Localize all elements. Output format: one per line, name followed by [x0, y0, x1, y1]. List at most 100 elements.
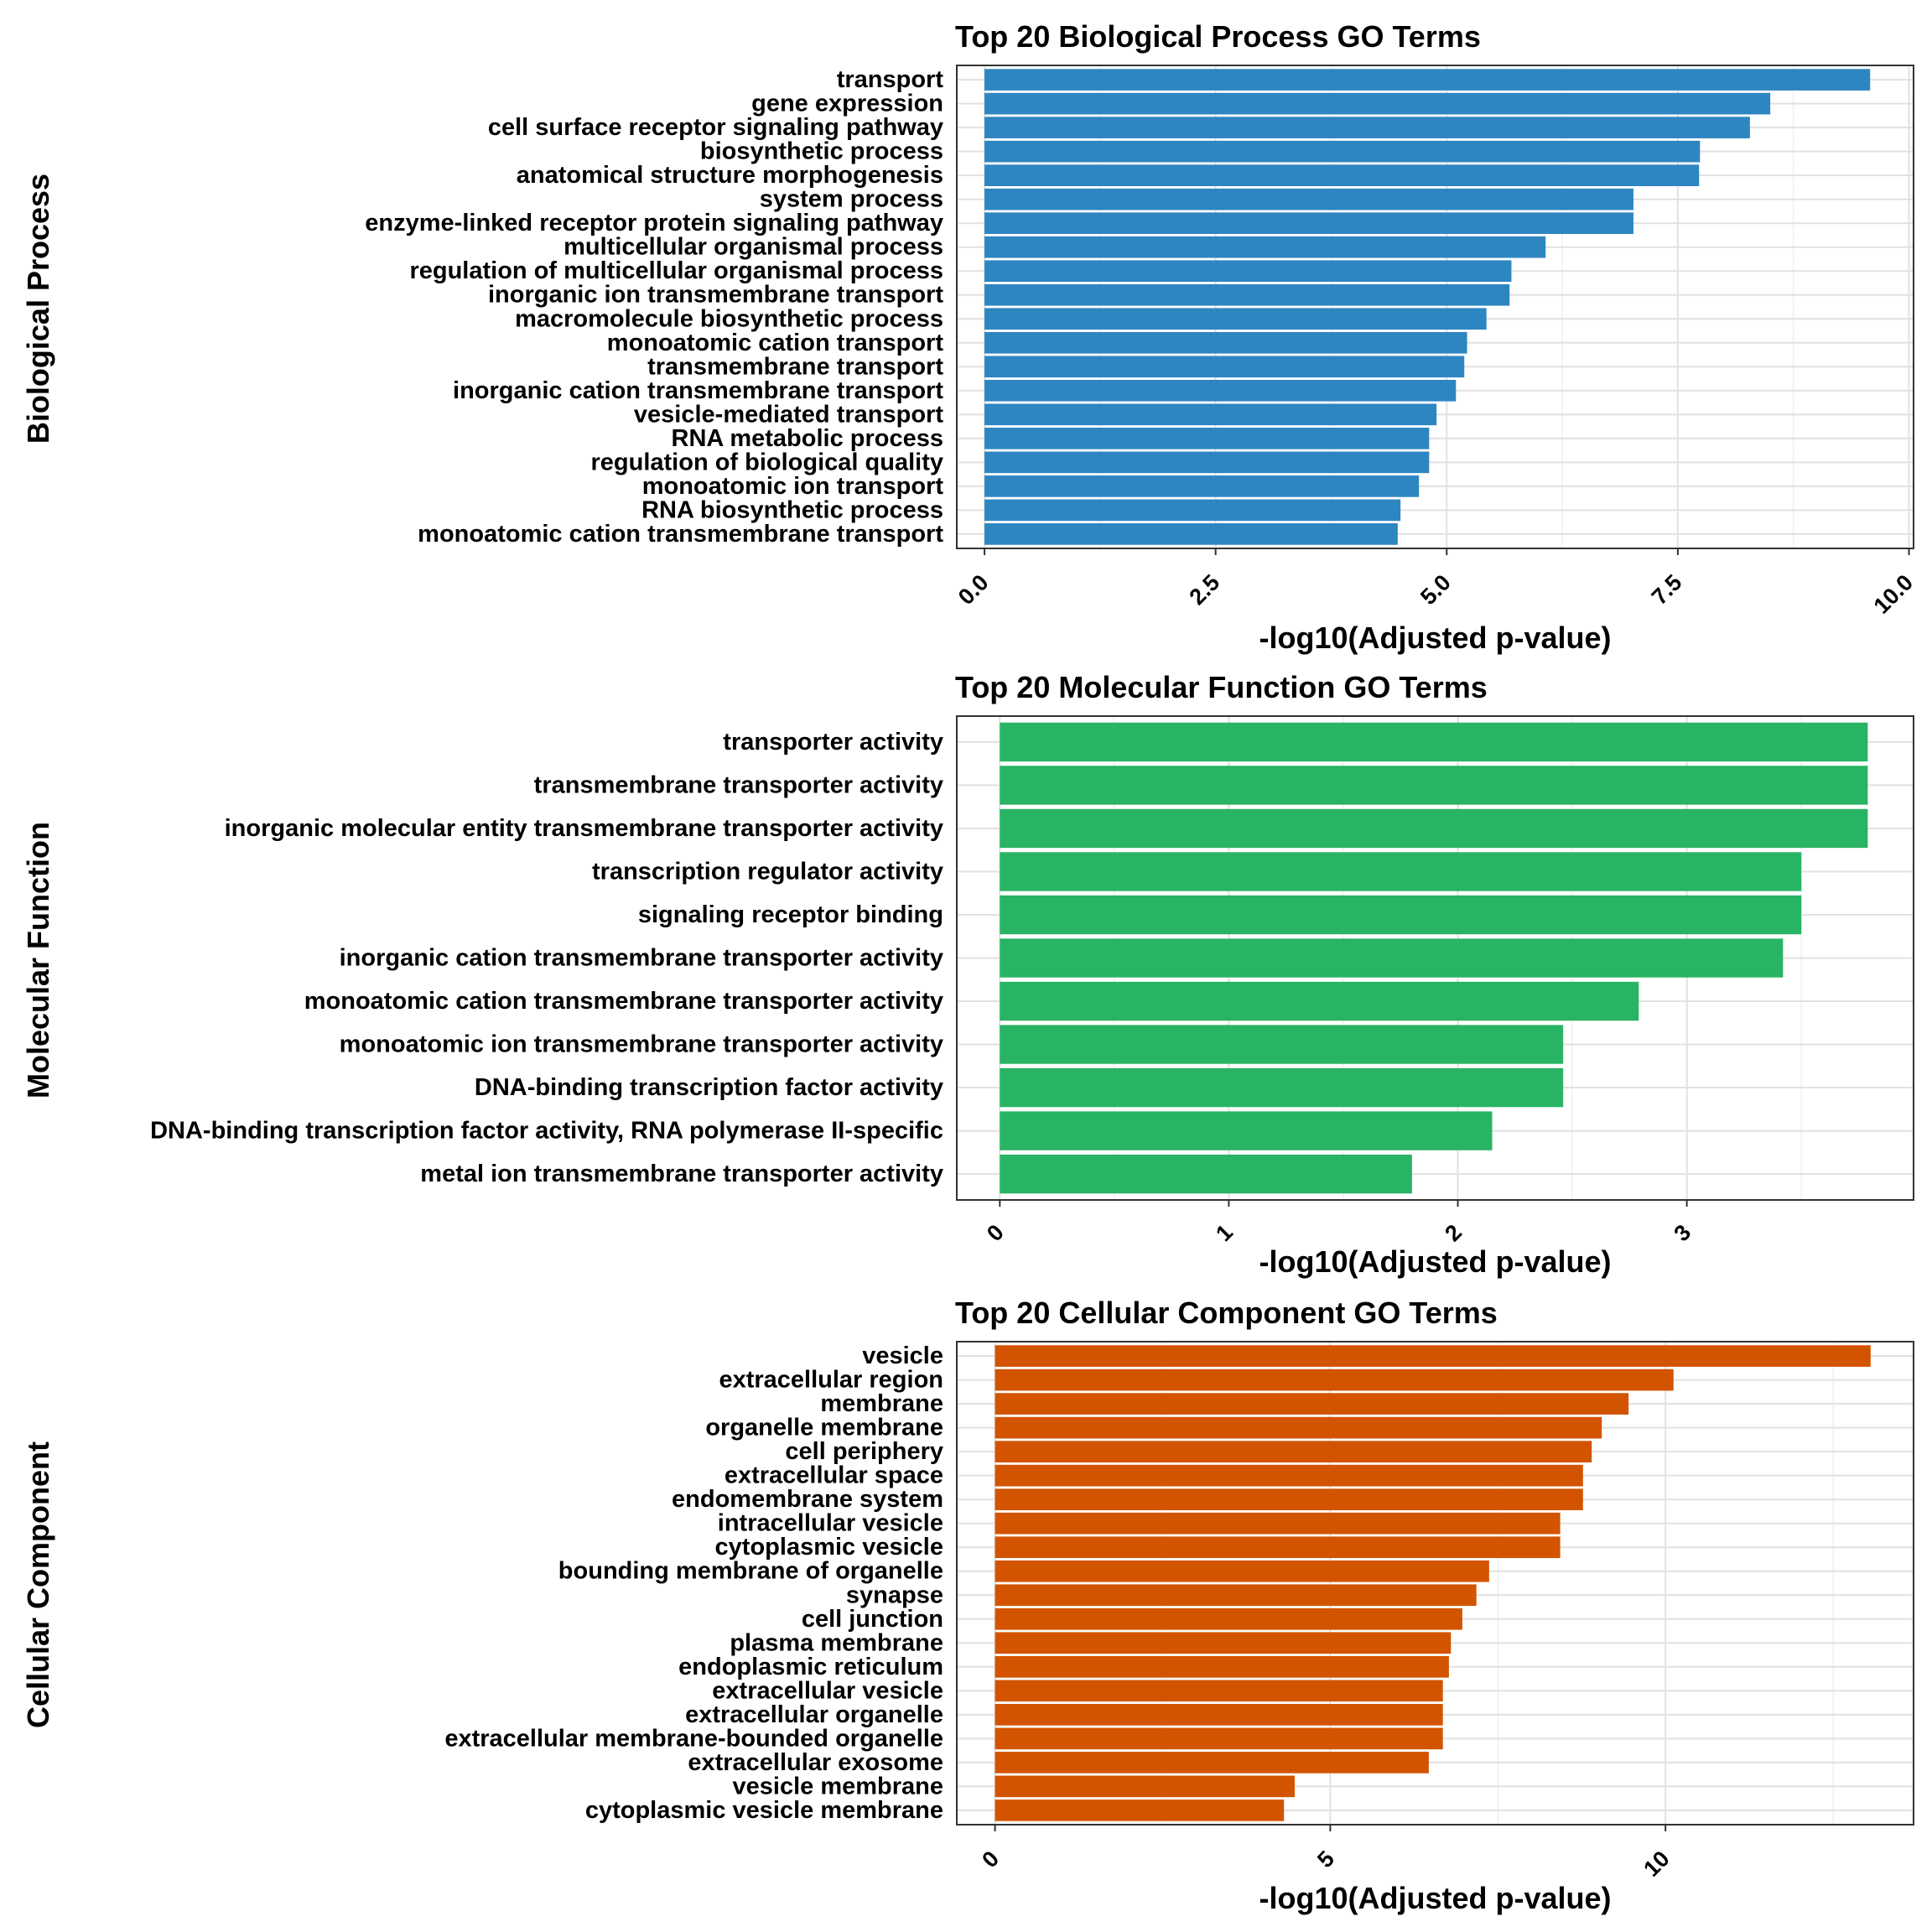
category-label: organelle membrane [705, 1415, 943, 1441]
category-label: bounding membrane of organelle [558, 1558, 943, 1585]
bar-20 [984, 523, 1398, 545]
x-tick-label: 5.0 [1415, 569, 1456, 610]
y-axis-title: Biological Process [21, 174, 55, 444]
category-label: endomembrane system [672, 1486, 943, 1513]
bar-13 [995, 1632, 1452, 1654]
bar-16 [995, 1704, 1443, 1726]
category-label: RNA biosynthetic process [641, 496, 943, 523]
bar-12 [995, 1607, 1462, 1630]
category-label: regulation of biological quality [590, 449, 943, 475]
bar-15 [995, 1680, 1443, 1702]
bar-5 [984, 164, 1700, 186]
x-axis-title: -log10(Adjusted p-value) [1259, 621, 1611, 655]
category-label: endoplasmic reticulum [678, 1654, 943, 1680]
x-tick-label: 0.0 [953, 569, 994, 610]
category-label: signaling receptor binding [638, 901, 943, 928]
bar-11 [984, 308, 1487, 330]
bar-2 [995, 1368, 1674, 1391]
category-label: inorganic cation transmembrane transport… [340, 945, 943, 972]
category-label: inorganic ion transmembrane transport [488, 282, 943, 309]
bar-19 [984, 499, 1401, 522]
bar-2 [1000, 766, 1868, 805]
bar-6 [984, 188, 1633, 210]
chart-title: Top 20 Cellular Component GO Terms [955, 1296, 1498, 1330]
category-label: biosynthetic process [700, 138, 943, 165]
category-label: transmembrane transport [647, 353, 943, 380]
bar-16 [984, 428, 1430, 449]
x-tick-label: 2 [1440, 1219, 1467, 1246]
category-label: cell junction [802, 1606, 943, 1633]
x-tick-label: 0 [982, 1219, 1009, 1246]
category-label: cytoplasmic vesicle [715, 1534, 943, 1561]
bar-12 [984, 331, 1467, 354]
category-label: vesicle membrane [733, 1773, 943, 1800]
x-tick-label: 1 [1211, 1219, 1238, 1246]
category-label: vesicle [862, 1343, 943, 1369]
bar-14 [995, 1655, 1449, 1678]
category-label: intracellular vesicle [718, 1510, 943, 1537]
category-label: inorganic cation transmembrane transport [453, 377, 943, 404]
category-label: transport [837, 66, 944, 93]
bar-6 [995, 1464, 1583, 1487]
category-label: RNA metabolic process [672, 425, 943, 452]
x-tick-label: 7.5 [1647, 569, 1687, 610]
bar-18 [984, 475, 1420, 497]
x-tick-label: 0 [977, 1846, 1004, 1872]
bar-4 [984, 140, 1701, 163]
category-label: plasma membrane [730, 1629, 943, 1656]
bar-8 [984, 236, 1546, 258]
category-label: monoatomic cation transport [607, 330, 944, 356]
category-label: monoatomic ion transport [642, 473, 944, 500]
chart-panel-2: transporter activity transmembrane transp… [21, 670, 1914, 1279]
panel-border [956, 1341, 1914, 1826]
category-label: DNA-binding transcription factor activit… [150, 1118, 943, 1145]
y-axis-title: Molecular Function [21, 822, 55, 1098]
bar-1 [984, 69, 1871, 91]
category-label: membrane [820, 1390, 943, 1417]
x-tick-label: 2.5 [1185, 569, 1225, 610]
category-label: cell surface receptor signaling pathway [488, 114, 943, 141]
category-label: monoatomic ion transmembrane transporter… [340, 1031, 943, 1058]
category-label: gene expression [751, 91, 943, 117]
bar-8 [995, 1512, 1561, 1535]
bar-11 [995, 1584, 1477, 1607]
bar-15 [984, 403, 1437, 426]
category-label: extracellular exosome [688, 1749, 943, 1776]
bar-11 [1000, 1154, 1412, 1194]
category-label: monoatomic cation transmembrane transpor… [418, 521, 943, 548]
bar-1 [995, 1345, 1871, 1367]
bar-9 [1000, 1067, 1564, 1108]
category-label: extracellular space [724, 1462, 943, 1489]
x-tick-label: 5 [1312, 1846, 1339, 1872]
category-label: monoatomic cation transmembrane transpor… [304, 988, 943, 1015]
category-label: multicellular organismal process [564, 234, 943, 261]
category-label: regulation of multicellular organismal p… [409, 257, 943, 284]
bar-4 [995, 1416, 1602, 1439]
category-label: macromolecule biosynthetic process [515, 305, 943, 332]
bar-10 [995, 1560, 1489, 1582]
bar-5 [995, 1441, 1592, 1462]
panel-border [956, 65, 1914, 549]
bar-7 [1000, 981, 1639, 1021]
bar-19 [995, 1775, 1295, 1798]
bar-2 [984, 92, 1771, 115]
category-label: inorganic molecular entity transmembrane… [225, 815, 943, 842]
y-axis-title: Cellular Component [21, 1441, 55, 1728]
bar-7 [995, 1488, 1583, 1511]
x-tick-label: 10 [1639, 1846, 1674, 1881]
bar-17 [995, 1727, 1443, 1750]
category-label: anatomical structure morphogenesis [517, 162, 943, 189]
bar-4 [1000, 852, 1802, 891]
category-label: cell periphery [785, 1438, 943, 1465]
bar-9 [995, 1536, 1561, 1559]
x-axis-title: -log10(Adjusted p-value) [1259, 1881, 1611, 1915]
bar-10 [984, 283, 1510, 306]
bar-14 [984, 379, 1457, 402]
bar-7 [984, 212, 1633, 235]
bar-3 [984, 117, 1750, 138]
category-label: transporter activity [723, 729, 943, 756]
category-label: vesicle-mediated transport [634, 401, 943, 428]
x-tick-label: 10.0 [1869, 569, 1918, 618]
